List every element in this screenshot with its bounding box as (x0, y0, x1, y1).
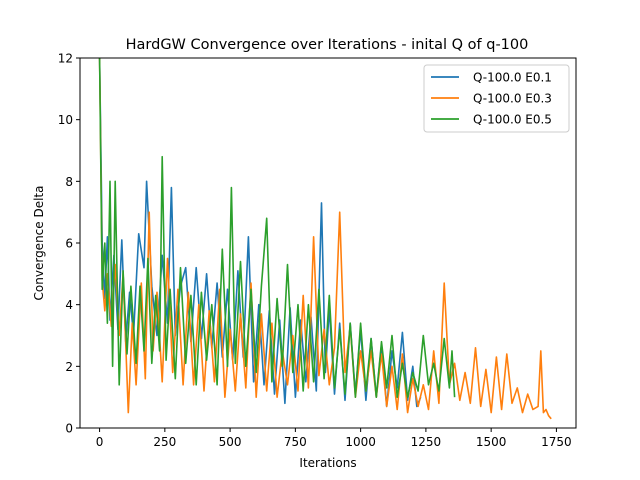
y-axis-label: Convergence Delta (32, 186, 46, 301)
y-tick-label: 6 (65, 237, 73, 251)
y-tick-label: 0 (65, 422, 73, 436)
legend-label-3: Q-100.0 E0.5 (473, 113, 552, 127)
y-axis: 0 2 4 6 8 10 12 (58, 52, 80, 436)
x-tick-label: 1250 (411, 435, 442, 449)
x-tick-label: 500 (219, 435, 242, 449)
y-tick-label: 4 (65, 298, 73, 312)
legend: Q-100.0 E0.1 Q-100.0 E0.3 Q-100.0 E0.5 (423, 64, 570, 133)
x-axis: 0 250 500 750 1000 1250 1500 1750 (96, 428, 572, 449)
legend-label-1: Q-100.0 E0.1 (473, 71, 552, 85)
x-tick-label: 1000 (345, 435, 376, 449)
y-tick-label: 8 (65, 175, 73, 189)
x-tick-label: 750 (284, 435, 307, 449)
x-axis-label: Iterations (299, 456, 356, 470)
chart-title: HardGW Convergence over Iterations - ini… (126, 37, 529, 53)
x-tick-label: 250 (153, 435, 176, 449)
y-tick-label: 2 (65, 360, 73, 374)
legend-frame (423, 64, 570, 133)
y-tick-label: 10 (58, 113, 73, 127)
x-tick-label: 1750 (541, 435, 572, 449)
legend-label-2: Q-100.0 E0.3 (473, 92, 552, 106)
x-tick-label: 1500 (476, 435, 507, 449)
x-tick-label: 0 (96, 435, 104, 449)
y-tick-label: 12 (58, 52, 73, 66)
series-line-3 (98, 58, 456, 398)
series-layer (98, 58, 552, 420)
